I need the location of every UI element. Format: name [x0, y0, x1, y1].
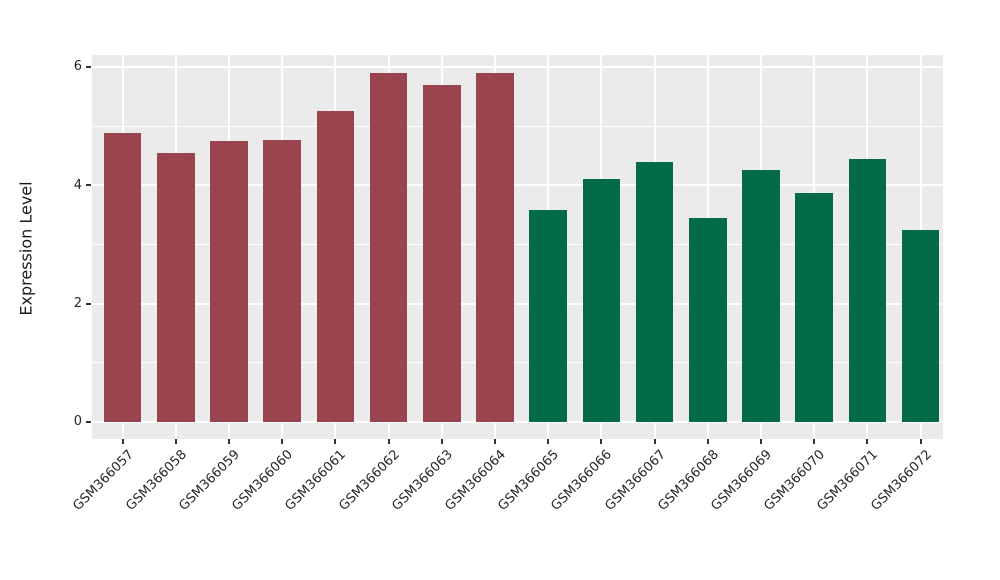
bar-gsm366069 — [742, 169, 780, 422]
bar-gsm366065 — [529, 210, 567, 422]
bar-gsm366071 — [848, 158, 887, 422]
y-tick-label: 0 — [73, 414, 82, 430]
x-tick-mark — [174, 439, 177, 444]
x-tick-label: GSM366062 — [335, 447, 403, 514]
x-tick-mark — [653, 439, 656, 444]
x-tick-mark — [494, 439, 496, 444]
x-tick-label: GSM366067 — [601, 447, 669, 514]
x-tick-label: GSM366072 — [867, 447, 935, 514]
x-tick-label: GSM366059 — [176, 447, 243, 514]
bar-gsm366057 — [103, 133, 142, 422]
x-tick-label: GSM366069 — [708, 447, 775, 514]
x-tick-mark — [121, 439, 124, 444]
bar-gsm366060 — [263, 140, 301, 422]
x-tick-mark — [387, 439, 390, 444]
bar-gsm366066 — [582, 179, 621, 422]
bar-gsm366072 — [901, 230, 940, 422]
x-tick-mark — [334, 439, 337, 444]
bar-gsm366061 — [316, 111, 355, 422]
x-tick-label: GSM366058 — [123, 447, 190, 514]
y-tick-mark — [86, 184, 91, 187]
x-tick-mark — [919, 439, 922, 444]
bar-gsm366070 — [795, 193, 833, 422]
x-tick-mark — [706, 439, 709, 444]
x-tick-label: GSM366063 — [389, 447, 456, 514]
x-tick-mark — [228, 439, 230, 444]
x-tick-label: GSM366066 — [548, 447, 616, 514]
gridline-major — [92, 420, 943, 423]
x-tick-mark — [600, 439, 603, 444]
y-tick-mark — [86, 65, 91, 68]
bar-gsm366062 — [369, 73, 408, 422]
y-tick-label: 2 — [73, 296, 82, 311]
x-tick-label: GSM366071 — [814, 447, 882, 514]
x-tick-mark — [547, 439, 550, 444]
y-tick-label: 6 — [73, 59, 82, 75]
x-tick-label: GSM366064 — [442, 447, 509, 514]
x-tick-label: GSM366060 — [229, 447, 297, 514]
gridline-major — [92, 302, 943, 305]
bar-gsm366059 — [210, 141, 248, 422]
bar-gsm366064 — [476, 73, 514, 422]
y-axis-title: Expression Level — [16, 181, 36, 316]
bar-gsm366063 — [423, 85, 461, 422]
x-tick-label: GSM366068 — [655, 447, 722, 514]
gridline-major — [92, 184, 943, 187]
x-tick-label: GSM366065 — [495, 447, 563, 514]
x-tick-label: GSM366061 — [282, 447, 350, 514]
x-tick-mark — [760, 439, 762, 444]
x-tick-mark — [866, 439, 869, 444]
gridline-minor — [92, 125, 943, 127]
plot-panel — [92, 55, 943, 439]
x-tick-mark — [281, 439, 284, 444]
y-tick-mark — [86, 420, 91, 423]
x-tick-mark — [813, 439, 816, 444]
bar-gsm366068 — [689, 218, 727, 422]
y-tick-label: 4 — [73, 177, 82, 193]
y-tick-mark — [86, 302, 91, 305]
gridline-major — [92, 65, 943, 68]
x-tick-label: GSM366070 — [761, 447, 829, 514]
x-tick-mark — [440, 439, 443, 444]
x-tick-label: GSM366057 — [69, 447, 137, 514]
gridline-minor — [92, 243, 943, 245]
bar-gsm366058 — [157, 153, 195, 422]
bar-gsm366067 — [635, 161, 674, 422]
gridline-minor — [92, 362, 943, 364]
